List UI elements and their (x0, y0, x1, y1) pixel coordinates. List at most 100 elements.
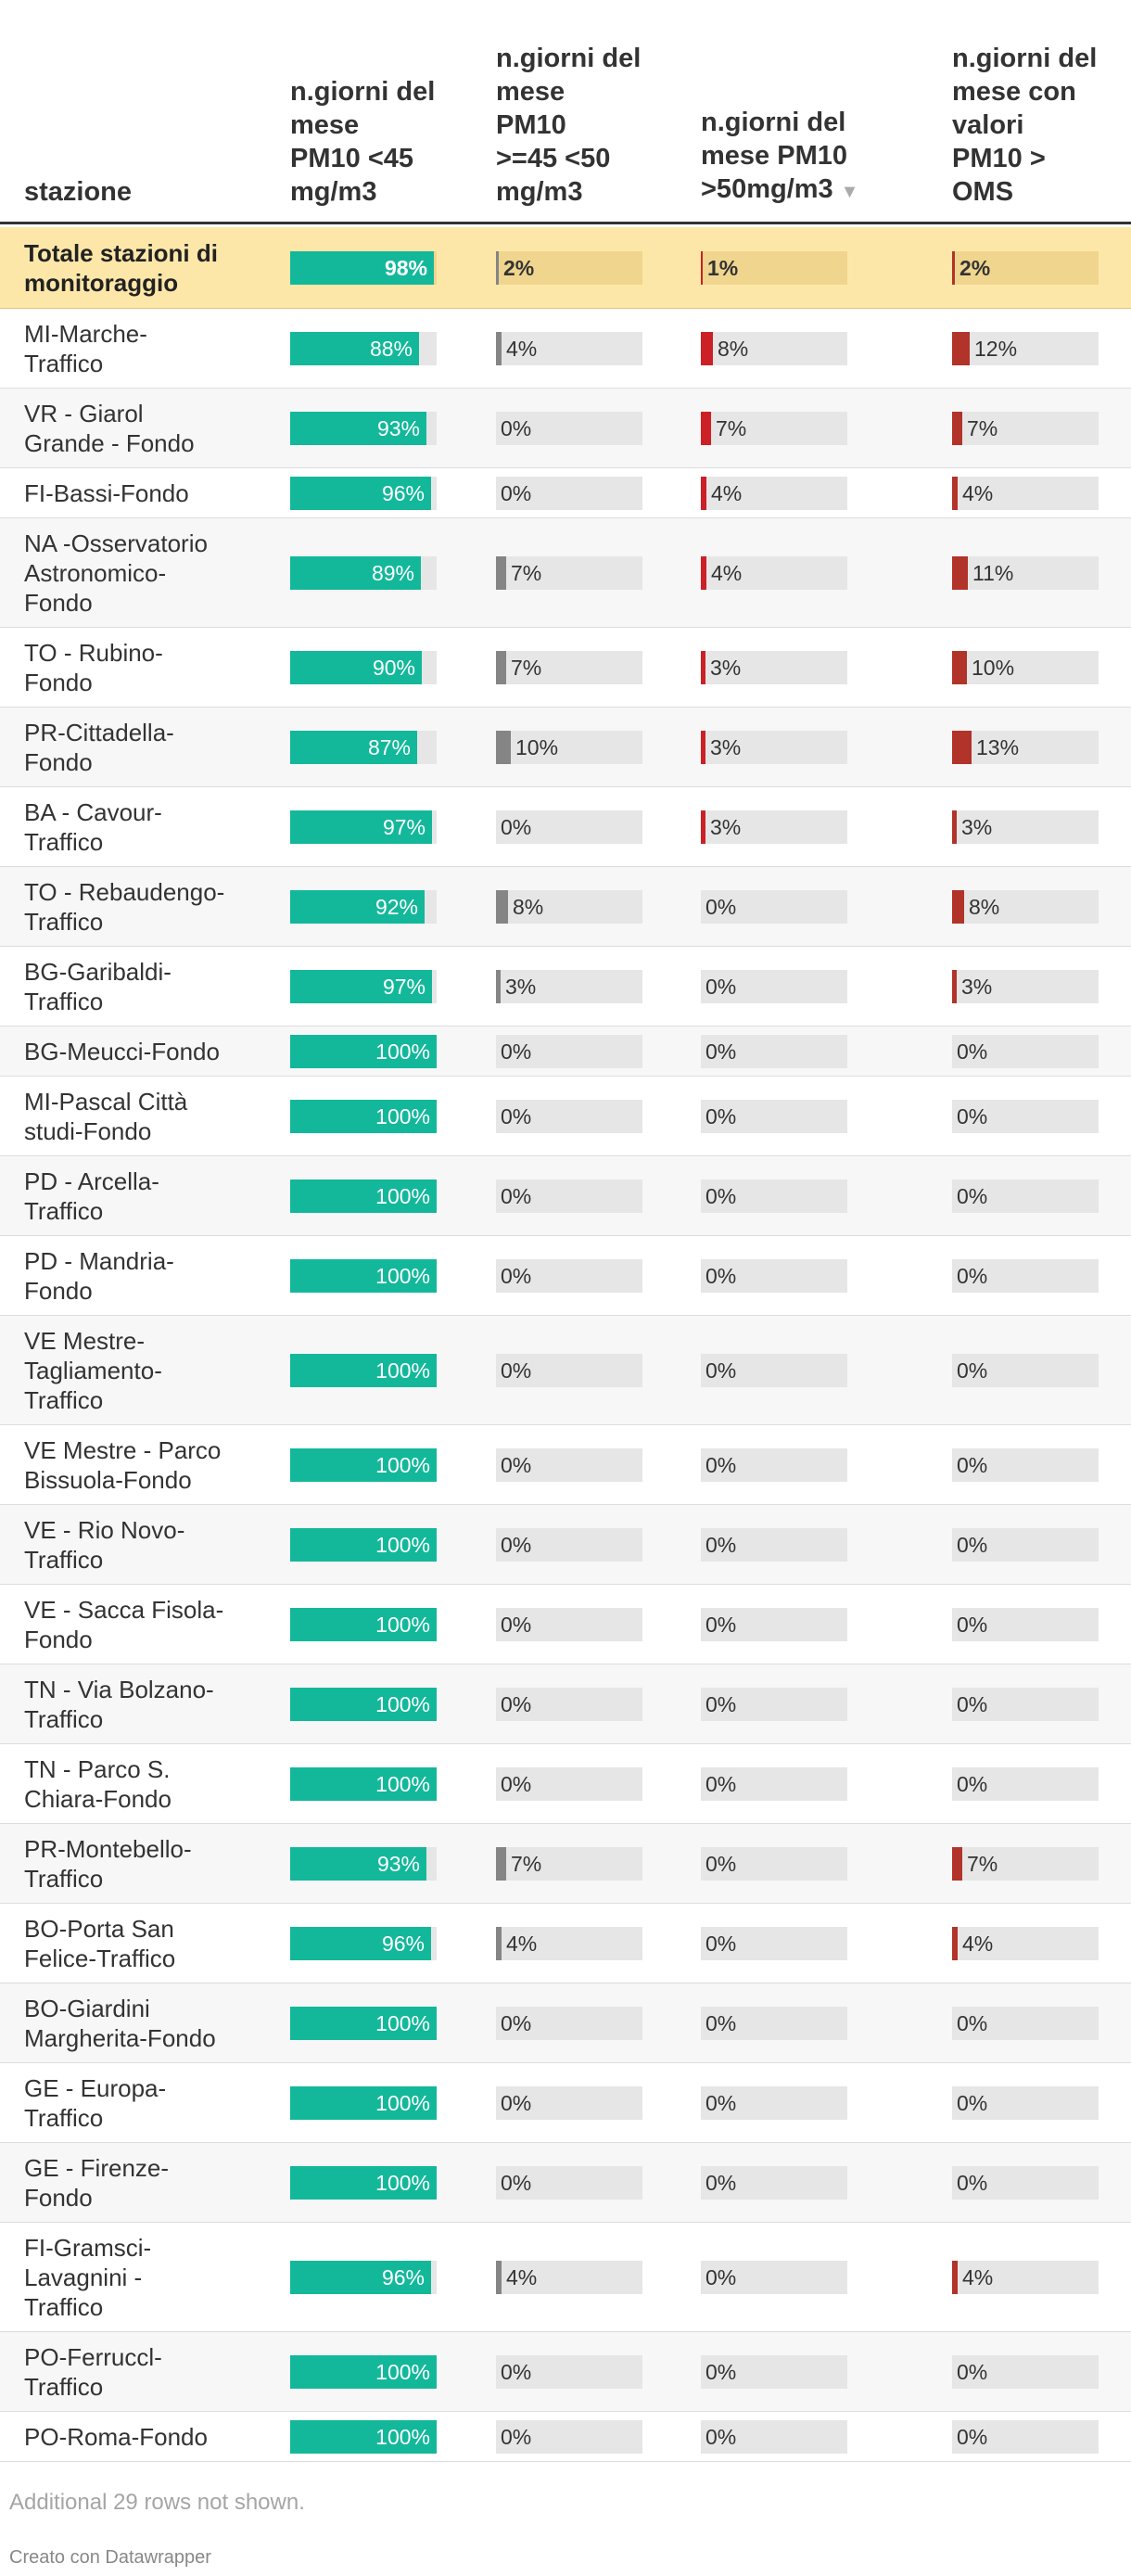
bar-track-col1: 100% (290, 1258, 437, 1293)
bar-col1 (290, 476, 431, 510)
credit-text[interactable]: Creato con Datawrapper (9, 2547, 211, 2568)
station-name-line: VE - Sacca Fisola- (24, 1595, 224, 1624)
station-name-line: Traffico (24, 2292, 104, 2321)
bar-track-col3: 0% (701, 2006, 847, 2040)
bar-track-col2: 7% (496, 555, 642, 590)
bar-track-col3: 0% (701, 1099, 847, 1133)
bar-track-col2: 0% (496, 411, 642, 445)
header-stazione[interactable]: stazione (24, 175, 132, 209)
value-label-col4: 10% (972, 655, 1015, 680)
bar-track-col1: 100% (290, 1353, 437, 1387)
value-label-col3: 0% (705, 2090, 737, 2115)
bar-col4 (952, 476, 958, 510)
value-label-col3: 0% (705, 2264, 737, 2289)
value-label-col2: 0% (501, 1452, 532, 1477)
station-name-line: BO-Giardini (24, 1994, 150, 2022)
table-row: GE - Firenze- Fondo 100% 0% 0% 0% (0, 2143, 1131, 2223)
bar-track-col4: 0% (952, 1258, 1099, 1293)
value-label-col4: 4% (962, 1931, 994, 1956)
value-label-col2: 0% (501, 480, 532, 505)
station-name-line: Traffico (24, 1864, 104, 1893)
bar-col2 (496, 1926, 502, 1960)
value-label-col3: 0% (705, 1532, 737, 1557)
bar-track-col2: 0% (496, 1353, 642, 1387)
station-name-line: Bissuola-Fondo (24, 1465, 192, 1494)
value-label-col2: 0% (501, 1532, 532, 1557)
bar-track-col3: 3% (701, 810, 847, 844)
bar-track-col1: 100% (290, 1034, 437, 1068)
sort-desc-icon[interactable]: ▼ (840, 182, 859, 202)
bar-track-col4: 8% (952, 889, 1099, 924)
value-label-col4: 0% (957, 1103, 988, 1129)
value-label-col1: 97% (382, 814, 426, 839)
table-row: PR-Montebello- Traffico 93% 7% 0% 7% (0, 1824, 1131, 1904)
station-name-line: PD - Mandria- (24, 1246, 174, 1275)
station-name-line: Traffico (24, 827, 104, 856)
station-name-line: Fondo (24, 668, 93, 696)
value-label-col2: 0% (501, 1691, 532, 1716)
bar-track-col4: 4% (952, 1926, 1099, 1960)
bar-col4 (952, 411, 962, 445)
header-col1[interactable]: n.giorni del mese PM10 <45 mg/m3 (290, 75, 435, 209)
bar-col3 (701, 250, 703, 285)
bar-track-col2: 4% (496, 331, 642, 365)
bar-track-col1: 100% (290, 1447, 437, 1482)
bar-track-col2: 10% (496, 730, 642, 764)
value-label-col3: 0% (705, 1851, 737, 1876)
bar-track-col4: 0% (952, 1034, 1099, 1068)
bar-col3 (701, 650, 705, 684)
value-label-col4: 0% (957, 1263, 988, 1288)
bar-track-col3: 0% (701, 1258, 847, 1293)
bar-track-col2: 0% (496, 476, 642, 510)
bar-track-col1: 97% (290, 969, 437, 1003)
station-name-line: VE - Rio Novo- (24, 1515, 185, 1544)
station-name-line: Traffico (24, 1704, 104, 1733)
value-label-col2: 0% (501, 1039, 532, 1064)
station-name-line: BO-Porta San (24, 1914, 174, 1943)
station-name: FI-Gramsci- Lavagnini - Traffico (24, 2233, 256, 2322)
bar-track-col2: 0% (496, 1099, 642, 1133)
bar-col1 (290, 810, 432, 844)
bar-col1 (290, 1607, 437, 1641)
header-col4[interactable]: n.giorni del mese con valori PM10 > OMS (952, 42, 1097, 209)
bar-col4 (952, 555, 968, 590)
bar-track-col3: 0% (701, 2165, 847, 2200)
value-label-col2: 0% (501, 2170, 532, 2195)
value-label-col4: 13% (976, 734, 1020, 759)
value-label-col1: 100% (375, 1771, 430, 1796)
station-name-line: Margherita-Fondo (24, 2023, 216, 2052)
station-name: TO - Rubino- Fondo (24, 638, 256, 697)
value-label-col1: 100% (375, 2424, 430, 2449)
bar-track-col2: 0% (496, 2085, 642, 2120)
station-name-line: Traffico (24, 907, 104, 936)
bar-track-col3: 7% (701, 411, 847, 445)
bar-col3 (701, 730, 705, 764)
value-label-col3: 4% (711, 480, 743, 505)
station-name-line: NA -Osservatorio (24, 529, 208, 557)
value-label-col2: 0% (501, 1103, 532, 1129)
station-name: BA - Cavour- Traffico (24, 797, 256, 857)
header-col3-line: mese PM10 (701, 141, 847, 171)
bar-col2 (496, 555, 506, 590)
station-name-line: Chiara-Fondo (24, 1784, 172, 1813)
bar-track-col3: 0% (701, 2419, 847, 2454)
value-label-col4: 0% (957, 1691, 988, 1716)
bar-track-col2: 0% (496, 1527, 642, 1562)
value-label-col2: 0% (501, 2090, 532, 2115)
value-label-col3: 0% (705, 1771, 737, 1796)
station-name-line: Traffico (24, 1196, 104, 1225)
station-name-line: BG-Meucci-Fondo (24, 1037, 220, 1065)
bar-track-col1: 88% (290, 331, 437, 365)
header-col3[interactable]: n.giorni del mese PM10 >50mg/m3 ▼ (701, 106, 858, 209)
value-label-col4: 4% (962, 2264, 994, 2289)
bar-track-col1: 100% (290, 2419, 437, 2454)
bar-track-col4: 7% (952, 1846, 1099, 1881)
table-row: TN - Parco S. Chiara-Fondo 100% 0% 0% 0% (0, 1744, 1131, 1824)
bar-track-col3: 0% (701, 2085, 847, 2120)
bar-track-col4: 10% (952, 650, 1099, 684)
header-col2[interactable]: n.giorni del mese PM10 >=45 <50 mg/m3 (496, 42, 641, 209)
bar-col1 (290, 1179, 437, 1213)
station-name: Totale stazioni di monitoraggio (24, 238, 256, 298)
value-label-col3: 8% (718, 336, 749, 361)
station-name-line: Fondo (24, 2183, 93, 2212)
